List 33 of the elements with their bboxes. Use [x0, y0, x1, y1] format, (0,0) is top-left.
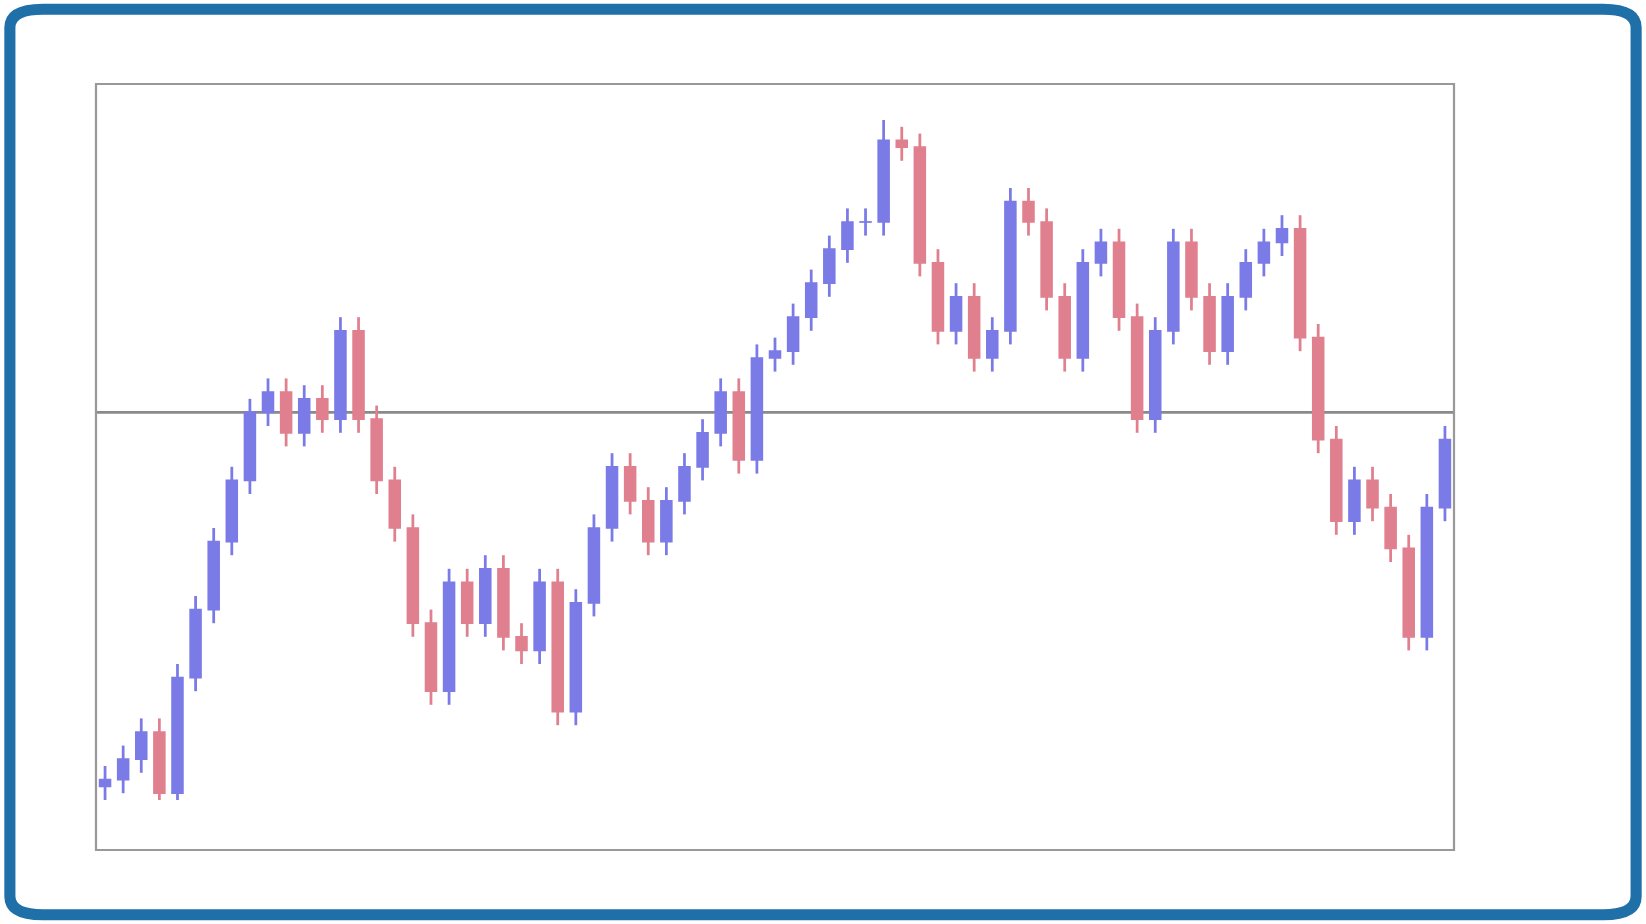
candlestick [1239, 247, 1253, 312]
candlestick [623, 451, 637, 516]
candlestick [786, 302, 800, 367]
candlestick [660, 485, 673, 557]
candlestick [714, 377, 727, 448]
candlestick [895, 125, 909, 163]
candlestick [1094, 227, 1108, 278]
candlestick [261, 377, 275, 428]
candlestick [949, 281, 963, 346]
candlestick [678, 451, 691, 516]
candlestick [1257, 227, 1271, 278]
candlestick [696, 417, 709, 482]
candlestick [1348, 465, 1361, 537]
candlestick [134, 717, 148, 775]
candlestick [986, 315, 999, 373]
candlestick [859, 207, 872, 237]
candlestick [1275, 213, 1289, 258]
candlestick [316, 383, 329, 435]
candlestick [841, 207, 854, 265]
candlestick [515, 621, 528, 666]
candlestick [641, 485, 655, 557]
candlestick [804, 268, 818, 333]
candlestick [279, 377, 293, 448]
candlestick [297, 383, 311, 448]
candlestick [388, 465, 402, 543]
candlestick [1366, 465, 1379, 523]
candlestick [1384, 492, 1397, 564]
candlestick [768, 336, 782, 373]
candlestick [460, 567, 474, 639]
candlestick [116, 744, 130, 795]
candlestick [98, 764, 112, 800]
candlestick [823, 234, 836, 299]
candlestick [1022, 186, 1035, 237]
